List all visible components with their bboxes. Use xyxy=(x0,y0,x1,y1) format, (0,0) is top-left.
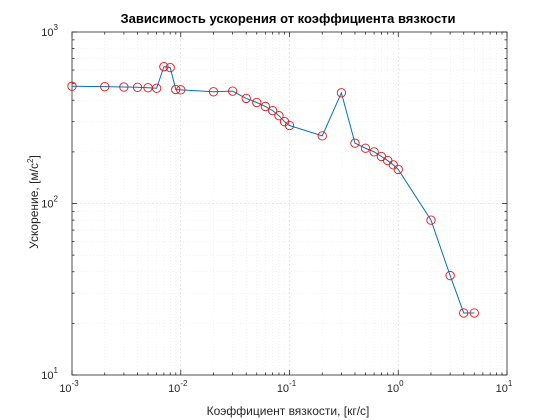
data-point xyxy=(159,61,169,72)
data-point xyxy=(317,131,327,141)
data-point xyxy=(469,308,479,318)
x-tick-label-exp: 0 xyxy=(399,379,404,388)
x-tick-label: 10-1 xyxy=(277,379,297,395)
minor-grid xyxy=(72,32,507,375)
x-tick-label-base: 10 xyxy=(387,383,399,395)
data-point xyxy=(369,147,379,157)
data-point xyxy=(274,111,284,121)
data-point xyxy=(241,93,251,104)
y-tick-label-base: 10 xyxy=(41,27,53,39)
y-tick-label-exp: 2 xyxy=(54,195,59,204)
data-point xyxy=(119,82,129,92)
data-point xyxy=(426,215,436,225)
series-markers xyxy=(67,61,479,318)
data-point xyxy=(268,105,278,116)
y-tick-label-base: 10 xyxy=(41,370,53,382)
data-point xyxy=(151,83,162,93)
data-point xyxy=(260,101,271,112)
data-point xyxy=(284,120,295,131)
data-point xyxy=(445,270,455,281)
data-point xyxy=(171,84,181,95)
x-tick-label-exp: -3 xyxy=(72,379,80,388)
y-tick-label-exp: 3 xyxy=(54,23,59,32)
y-axis-label: Ускорение, [м/с2] xyxy=(26,155,41,249)
x-tick-label-exp: 1 xyxy=(508,379,513,388)
x-tick-label: 101 xyxy=(496,379,513,395)
data-point xyxy=(393,164,403,175)
data-point xyxy=(100,82,110,92)
y-tick-label: 102 xyxy=(41,195,58,211)
y-axis-label-text: Ускорение, [м/с xyxy=(27,163,41,249)
data-point xyxy=(227,86,238,96)
axis-ticks xyxy=(71,31,508,376)
x-tick-label: 10-2 xyxy=(168,379,188,395)
data-point xyxy=(132,82,143,92)
chart-title: Зависимость ускорения от коэффициента вя… xyxy=(120,11,455,26)
x-tick-label-base: 10 xyxy=(496,383,508,395)
data-point xyxy=(360,143,371,153)
x-tick-label: 10-3 xyxy=(59,379,79,395)
data-point xyxy=(208,87,219,97)
x-axis-label: Коэффициент вязкости, [кг/с] xyxy=(207,404,370,418)
y-tick-label: 103 xyxy=(41,23,58,39)
y-tick-label: 101 xyxy=(41,366,58,382)
x-tick-label-exp: -1 xyxy=(289,379,297,388)
y-tick-label-exp: 1 xyxy=(54,366,59,375)
data-point xyxy=(336,88,347,98)
data-point xyxy=(165,62,175,73)
data-point xyxy=(350,138,360,148)
major-grid xyxy=(72,32,507,375)
x-tick-label: 100 xyxy=(387,379,404,395)
data-point xyxy=(459,308,469,318)
data-point xyxy=(176,85,186,95)
x-tick-label-base: 10 xyxy=(277,383,289,395)
data-point xyxy=(67,81,77,91)
y-axis-label-sup: 2 xyxy=(26,158,35,163)
y-tick-label-base: 10 xyxy=(41,199,53,211)
data-point xyxy=(252,97,262,108)
y-axis-label-end: ] xyxy=(27,155,41,158)
x-tick-label-exp: -2 xyxy=(180,379,188,388)
x-tick-label-base: 10 xyxy=(168,383,180,395)
x-tick-label-base: 10 xyxy=(59,383,71,395)
